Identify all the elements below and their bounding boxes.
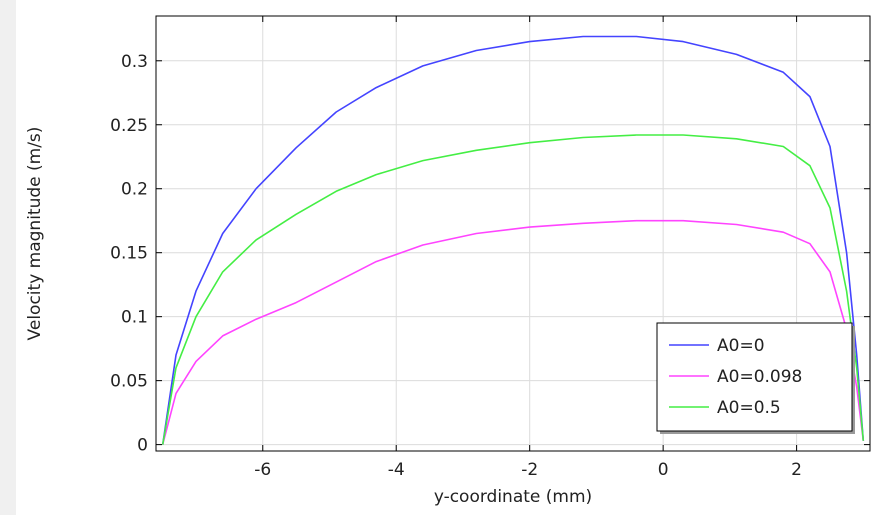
y-tick-label: 0.1 [121,308,148,328]
y-tick-label: 0.3 [121,52,148,72]
x-tick-label: 0 [658,460,669,480]
x-tick-label: -6 [254,460,271,480]
plot-area-frame [155,15,871,452]
series-line-a0-0-098 [161,219,865,445]
legend-label: A0=0.5 [717,398,781,418]
y-tick-label: 0 [137,436,148,456]
axis-ticks: -6 -4 -2 0 2 0 0.05 0.1 0.15 0.2 0.25 0.3 [110,16,870,480]
x-tick-label: 2 [791,460,802,480]
chart-legend: A0=0 A0=0.098 A0=0.5 [656,322,855,434]
y-axis-title: Velocity magnitude (m/s) [25,127,45,341]
x-tick-label: -2 [521,460,538,480]
legend-label: A0=0 [717,336,765,356]
series-line-a0-0-5 [161,134,865,445]
left-margin-strip [0,0,16,515]
y-tick-label: 0.15 [110,244,148,264]
legend-box [656,322,853,432]
series-line-a0-0 [161,35,865,445]
legend-label: A0=0.098 [717,367,802,387]
x-tick-label: -4 [388,460,405,480]
y-tick-label: 0.25 [110,116,148,136]
series-lines [161,35,865,445]
y-tick-label: 0.2 [121,180,148,200]
x-axis-title: y-coordinate (mm) [434,487,592,507]
y-tick-label: 0.05 [110,372,148,392]
